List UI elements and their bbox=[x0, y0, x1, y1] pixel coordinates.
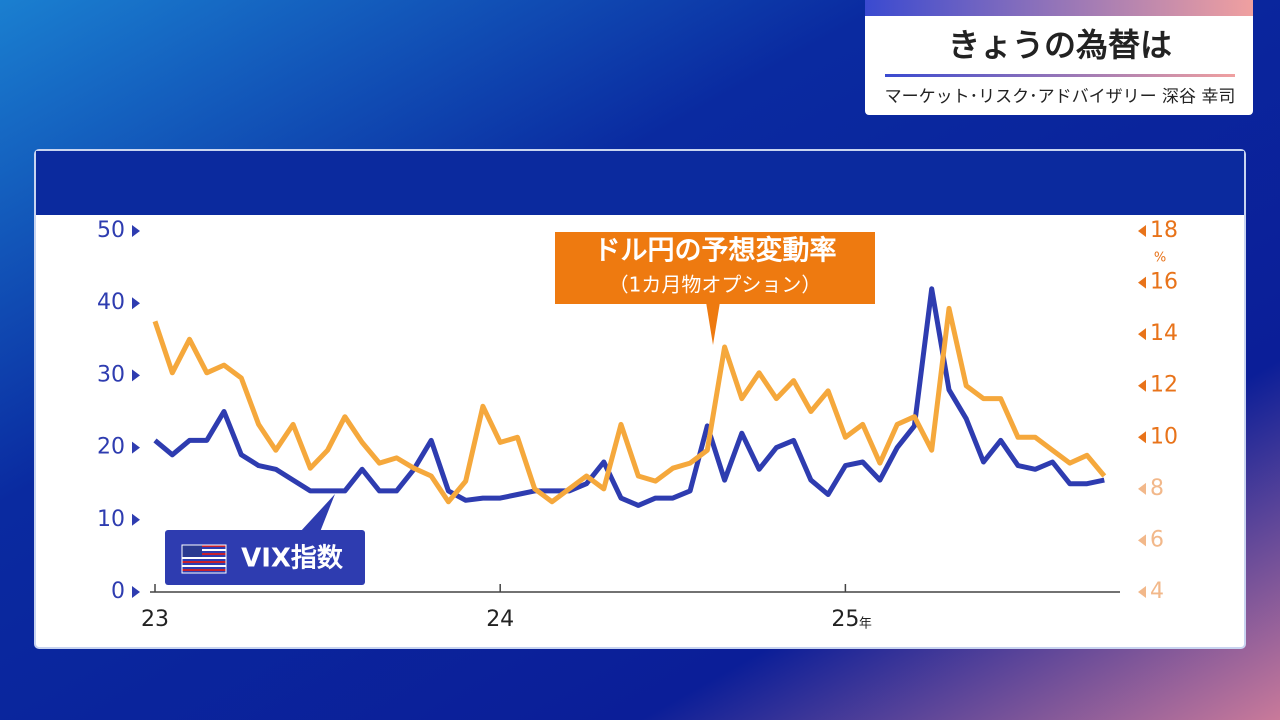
y2-tick-label: 14 bbox=[1150, 321, 1178, 346]
y-tick-mark bbox=[132, 586, 140, 598]
y2-tick-mark bbox=[1138, 482, 1146, 495]
y-tick-mark bbox=[132, 225, 140, 237]
x-tick-label: 23 bbox=[141, 607, 169, 632]
y2-tick-mark bbox=[1138, 379, 1146, 392]
y2-tick-label: 18 bbox=[1150, 218, 1178, 243]
y2-tick-mark bbox=[1138, 431, 1146, 444]
y-tick-mark bbox=[132, 441, 140, 454]
y-tick-label: 50 bbox=[97, 218, 125, 243]
y2-tick-mark bbox=[1138, 586, 1146, 598]
chart-panel bbox=[34, 149, 1246, 649]
callout-box bbox=[555, 232, 875, 304]
y2-tick-label: 10 bbox=[1150, 424, 1178, 449]
y2-tick-mark bbox=[1138, 328, 1146, 341]
callout-box bbox=[165, 530, 365, 585]
flag-stripe bbox=[182, 545, 226, 547]
flag-stripe bbox=[182, 553, 226, 555]
flag-field bbox=[182, 545, 202, 557]
series-line bbox=[152, 305, 1107, 505]
chart-band bbox=[36, 151, 1244, 215]
flag-stripe bbox=[182, 561, 226, 563]
y-tick-label: 10 bbox=[97, 507, 125, 532]
x-tick-label: 25 bbox=[831, 607, 859, 632]
y-tick-label: 40 bbox=[97, 290, 125, 315]
y2-tick-label: 4 bbox=[1150, 579, 1164, 604]
y-tick-mark bbox=[132, 297, 140, 310]
y-tick-mark bbox=[132, 369, 140, 382]
y-tick-mark bbox=[132, 513, 140, 526]
flag-stripe bbox=[182, 549, 226, 551]
y-tick-label: 30 bbox=[97, 362, 125, 387]
y2-tick-mark bbox=[1138, 225, 1146, 237]
series-label: VIX指数 bbox=[241, 544, 344, 574]
y2-tick-mark bbox=[1138, 534, 1146, 547]
header-subtitle: マーケット･リスク･アドバイザリー 深谷 幸司 bbox=[885, 87, 1236, 107]
y2-tick-label: 6 bbox=[1150, 527, 1164, 552]
flag-stripe bbox=[182, 569, 226, 571]
header-rule bbox=[885, 74, 1235, 77]
y-tick-label: 20 bbox=[97, 435, 125, 460]
flag-stripe bbox=[182, 565, 226, 567]
y2-unit: % bbox=[1154, 251, 1166, 266]
y-tick-label: 0 bbox=[111, 579, 125, 604]
flag-frame bbox=[181, 544, 227, 574]
header-stripe bbox=[865, 0, 1253, 16]
header-box bbox=[865, 0, 1253, 115]
callout-note: （1カ月物オプション） bbox=[609, 273, 822, 297]
header-title: きょうの為替は bbox=[948, 26, 1172, 64]
flag-stripe bbox=[182, 557, 226, 559]
callout-pointer bbox=[706, 302, 720, 345]
y2-tick-mark bbox=[1138, 276, 1146, 289]
series-label: ドル円の予想変動率 bbox=[594, 235, 837, 267]
callout-pointer bbox=[300, 494, 335, 532]
y2-tick-label: 12 bbox=[1150, 373, 1178, 398]
y2-tick-label: 16 bbox=[1150, 270, 1178, 295]
x-unit: 年 bbox=[859, 617, 872, 632]
y2-tick-label: 8 bbox=[1150, 476, 1164, 501]
x-tick-label: 24 bbox=[486, 607, 514, 632]
series-line bbox=[153, 286, 1105, 508]
